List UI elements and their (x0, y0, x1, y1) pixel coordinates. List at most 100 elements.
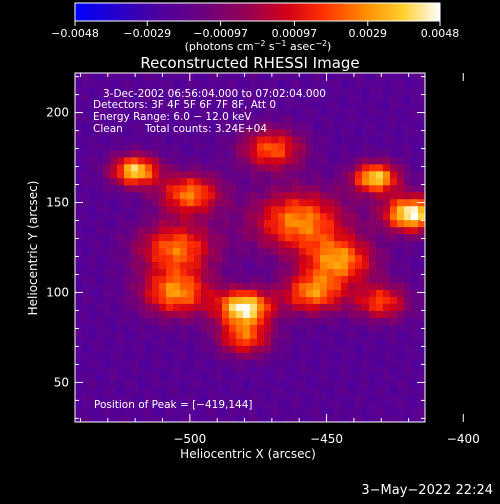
heatmap-cell (334, 352, 342, 360)
heatmap-cell (166, 359, 174, 367)
heatmap-cell (348, 107, 356, 116)
heatmap-cell (243, 128, 251, 137)
heatmap-cell (348, 296, 356, 304)
heatmap-cell (131, 387, 139, 395)
heatmap-cell (271, 163, 279, 172)
heatmap-cell (411, 135, 419, 144)
heatmap-cell (334, 107, 342, 116)
heatmap-cell (411, 198, 419, 207)
y-tick-label: 50 (54, 375, 69, 389)
heatmap-cell (236, 135, 244, 144)
heatmap-cell (131, 303, 139, 311)
heatmap-cell (320, 219, 328, 228)
heatmap-cell (222, 205, 230, 214)
heatmap-cell (138, 359, 146, 367)
heatmap-cell (82, 359, 90, 367)
heatmap-cell (117, 317, 125, 325)
heatmap-cell (271, 366, 279, 374)
heatmap-cell (173, 415, 181, 422)
heatmap-cell (334, 310, 342, 318)
heatmap-cell (313, 338, 321, 346)
heatmap-cell (117, 366, 125, 374)
heatmap-cell (187, 135, 195, 144)
heatmap-cell (124, 366, 132, 374)
heatmap-cell (215, 401, 223, 409)
heatmap-cell (306, 163, 314, 172)
heatmap-cell (376, 240, 384, 249)
heatmap-cell (390, 219, 398, 228)
heatmap-cell (89, 275, 97, 283)
heatmap-cell (75, 135, 83, 144)
heatmap-cell (376, 387, 384, 395)
heatmap-cell (138, 177, 146, 186)
heatmap-cell (397, 114, 405, 123)
heatmap-cell (411, 100, 419, 109)
heatmap-cell (222, 226, 230, 235)
heatmap-cell (369, 198, 377, 207)
heatmap-cell (124, 198, 132, 207)
heatmap-cell (208, 240, 216, 249)
heatmap-cell (355, 317, 363, 325)
heatmap-cell (110, 177, 118, 186)
heatmap-cell (236, 296, 244, 304)
heatmap-cell (187, 303, 195, 311)
heatmap-cell (264, 338, 272, 346)
heatmap-cell (264, 114, 272, 123)
heatmap-cell (222, 268, 230, 277)
heatmap-cell (166, 380, 174, 388)
heatmap-cell (250, 282, 258, 290)
heatmap-cell (418, 380, 425, 388)
heatmap-cell (159, 79, 167, 88)
heatmap-cell (404, 240, 412, 249)
heatmap-cell (173, 219, 181, 228)
heatmap-cell (117, 198, 125, 207)
heatmap-cell (313, 86, 321, 95)
heatmap-cell (222, 352, 230, 360)
heatmap-cell (215, 184, 223, 193)
heatmap-cell (250, 156, 258, 165)
heatmap-cell (110, 73, 118, 81)
heatmap-cell (124, 317, 132, 325)
heatmap-cell (180, 310, 188, 318)
heatmap-cell (145, 233, 153, 242)
heatmap-cell (131, 107, 139, 116)
heatmap-cell (285, 79, 293, 88)
heatmap-cell (390, 282, 398, 290)
heatmap-cell (89, 212, 97, 221)
heatmap-cell (320, 86, 328, 95)
heatmap-cell (320, 415, 328, 422)
heatmap-cell (75, 86, 83, 95)
heatmap-cell (320, 198, 328, 207)
heatmap-cell (96, 303, 104, 311)
heatmap-cell (285, 415, 293, 422)
heatmap-cell (82, 114, 90, 123)
heatmap-cell (390, 184, 398, 193)
heatmap-cell (166, 177, 174, 186)
heatmap-cell (173, 121, 181, 130)
heatmap-cell (271, 212, 279, 221)
heatmap-cell (159, 317, 167, 325)
heatmap-cell (89, 177, 97, 186)
heatmap-cell (131, 79, 139, 88)
heatmap-cell (411, 324, 419, 332)
heatmap-cell (306, 401, 314, 409)
heatmap-cell (159, 149, 167, 158)
heatmap-cell (334, 415, 342, 422)
heatmap-cell (187, 352, 195, 360)
heatmap-cell (278, 163, 286, 172)
heatmap-cell (397, 282, 405, 290)
heatmap-cell (383, 296, 391, 304)
heatmap-cell (201, 282, 209, 290)
heatmap-cell (292, 163, 300, 172)
heatmap-cell (355, 247, 363, 256)
heatmap-cell (89, 324, 97, 332)
heatmap-cell (110, 79, 118, 88)
heatmap-cell (236, 338, 244, 346)
heatmap-cell (89, 205, 97, 214)
heatmap-cell (103, 156, 111, 165)
heatmap-cell (145, 226, 153, 235)
heatmap-cell (397, 79, 405, 88)
heatmap-cell (201, 303, 209, 311)
heatmap-cell (89, 331, 97, 339)
heatmap-cell (348, 184, 356, 193)
